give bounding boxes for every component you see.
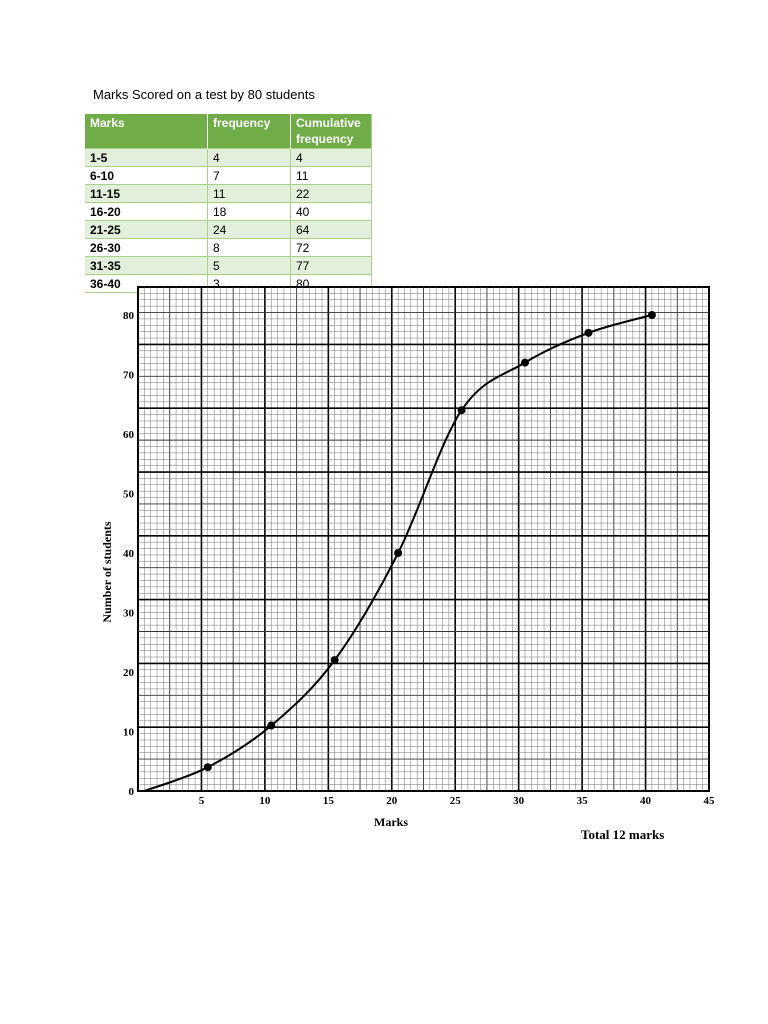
- x-tick-label: 40: [640, 795, 652, 807]
- cell-cumulative: 64: [290, 220, 372, 239]
- x-axis-title: Marks: [374, 815, 408, 829]
- chart-heading: Marks Scored on a test by 80 students: [93, 87, 315, 102]
- graph-paper-grid: [137, 286, 710, 792]
- cell-frequency: 24: [207, 220, 291, 239]
- x-tick-label: 30: [513, 795, 525, 807]
- cell-cumulative: 4: [290, 148, 372, 167]
- data-point: [267, 721, 276, 730]
- axis-tick-labels: 5 10 15 20 25 30 35 40 45 0 10 20 30 40 50 60 70 80: [123, 310, 715, 807]
- data-points: [203, 311, 656, 772]
- x-tick-label: 45: [704, 795, 716, 807]
- cell-marks: 11-15: [85, 184, 208, 203]
- y-tick-label: 70: [123, 370, 135, 382]
- x-tick-label: 20: [386, 795, 398, 807]
- y-tick-label: 30: [123, 608, 135, 620]
- cell-marks: 1-5: [85, 148, 208, 167]
- cell-marks: 16-20: [85, 202, 208, 221]
- cell-frequency: 7: [207, 166, 291, 185]
- y-axis-title: Number of students: [100, 521, 114, 622]
- y-tick-label: 40: [123, 548, 135, 560]
- x-tick-label: 5: [199, 795, 205, 807]
- cell-frequency: 4: [207, 148, 291, 167]
- cell-frequency: 8: [207, 238, 291, 257]
- cell-marks: 26-30: [85, 238, 208, 257]
- table-row: 16-20 18 40: [85, 202, 372, 221]
- cell-marks: 21-25: [85, 220, 208, 239]
- header-cumulative-frequency: Cumulative frequency: [290, 114, 372, 149]
- data-point: [394, 549, 403, 557]
- table-row: 21-25 24 64: [85, 220, 372, 239]
- y-tick-label: 20: [123, 667, 135, 679]
- y-tick-label: 60: [123, 429, 135, 441]
- data-point: [330, 656, 339, 665]
- header-marks: Marks: [85, 114, 208, 149]
- cell-marks: 6-10: [85, 166, 208, 185]
- table-header-row: Marks frequency Cumulative frequency: [85, 114, 372, 149]
- cell-cumulative: 72: [290, 238, 372, 257]
- cell-frequency: 5: [207, 256, 291, 275]
- header-frequency: frequency: [207, 114, 291, 149]
- table-row: 1-5 4 4: [85, 148, 372, 167]
- x-tick-label: 25: [450, 795, 462, 807]
- cell-cumulative: 77: [290, 256, 372, 275]
- total-marks-note: Total 12 marks: [581, 827, 665, 842]
- data-point: [457, 406, 466, 415]
- cell-frequency: 11: [207, 184, 291, 203]
- y-tick-label: 50: [123, 489, 135, 501]
- cell-marks: 31-35: [85, 256, 208, 275]
- y-tick-label: 80: [123, 310, 135, 322]
- y-tick-label: 10: [123, 727, 135, 739]
- cell-cumulative: 11: [290, 166, 372, 185]
- x-tick-label: 10: [259, 795, 271, 807]
- y-tick-label: 0: [129, 786, 135, 798]
- table-row: 6-10 7 11: [85, 166, 372, 185]
- data-point: [203, 763, 212, 772]
- table-row: 26-30 8 72: [85, 238, 372, 257]
- data-point: [521, 358, 530, 367]
- table-row: 31-35 5 77: [85, 256, 372, 275]
- table-row: 11-15 11 22: [85, 184, 372, 203]
- data-point: [584, 328, 593, 337]
- cell-cumulative: 22: [290, 184, 372, 203]
- cell-cumulative: 40: [290, 202, 372, 221]
- cell-frequency: 18: [207, 202, 291, 221]
- data-point: [647, 311, 656, 319]
- x-tick-label: 15: [323, 795, 335, 807]
- x-tick-label: 35: [577, 795, 589, 807]
- frequency-table: Marks frequency Cumulative frequency 1-5…: [85, 114, 372, 293]
